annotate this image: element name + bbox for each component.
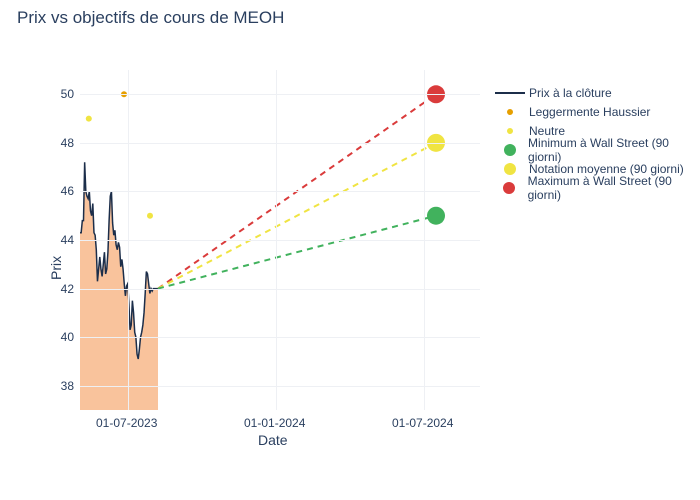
- legend-item[interactable]: Leggermente Haussier: [495, 102, 700, 121]
- legend-item[interactable]: Minimum à Wall Street (90 giorni): [495, 140, 700, 159]
- grid-line: [80, 337, 480, 338]
- legend-swatch: [495, 109, 525, 115]
- grid-line: [80, 143, 480, 144]
- grid-line: [80, 386, 480, 387]
- legend-swatch: [495, 128, 525, 134]
- x-axis-label: Date: [258, 432, 288, 448]
- projection-line: [158, 216, 436, 289]
- legend-swatch: [495, 163, 525, 175]
- projection-line: [158, 143, 436, 289]
- annotation-dot: [86, 116, 92, 122]
- y-tick-label: 42: [61, 282, 74, 296]
- legend-item[interactable]: Prix à la clôture: [495, 83, 700, 102]
- grid-line: [424, 70, 425, 410]
- chart-title: Prix vs objectifs de cours de MEOH: [17, 8, 284, 28]
- plot-area: [80, 70, 480, 410]
- legend-label: Leggermente Haussier: [529, 105, 650, 119]
- y-axis-label: Prix: [48, 256, 64, 280]
- chart-container: Prix vs objectifs de cours de MEOH Prix …: [0, 0, 700, 500]
- y-tick-label: 48: [61, 136, 74, 150]
- legend-swatch: [495, 182, 524, 194]
- grid-line: [276, 70, 277, 410]
- y-tick-label: 50: [61, 87, 74, 101]
- legend-swatch: [495, 144, 524, 156]
- legend-item[interactable]: Maximum à Wall Street (90 giorni): [495, 178, 700, 197]
- y-tick-label: 40: [61, 330, 74, 344]
- x-tick-label: 01-07-2024: [392, 416, 453, 430]
- grid-line: [128, 70, 129, 410]
- legend-swatch: [495, 92, 525, 94]
- x-tick-label: 01-01-2024: [244, 416, 305, 430]
- legend-label: Prix à la clôture: [529, 86, 612, 100]
- y-tick-label: 44: [61, 233, 74, 247]
- projection-dot: [427, 207, 445, 225]
- grid-line: [80, 240, 480, 241]
- legend: Prix à la clôtureLeggermente HaussierNeu…: [495, 83, 700, 197]
- y-tick-label: 38: [61, 379, 74, 393]
- legend-label: Minimum à Wall Street (90 giorni): [528, 136, 700, 164]
- legend-label: Maximum à Wall Street (90 giorni): [528, 174, 700, 202]
- x-tick-label: 01-07-2023: [96, 416, 157, 430]
- annotation-dot: [147, 213, 153, 219]
- grid-line: [80, 191, 480, 192]
- grid-line: [80, 289, 480, 290]
- grid-line: [80, 94, 480, 95]
- y-tick-label: 46: [61, 184, 74, 198]
